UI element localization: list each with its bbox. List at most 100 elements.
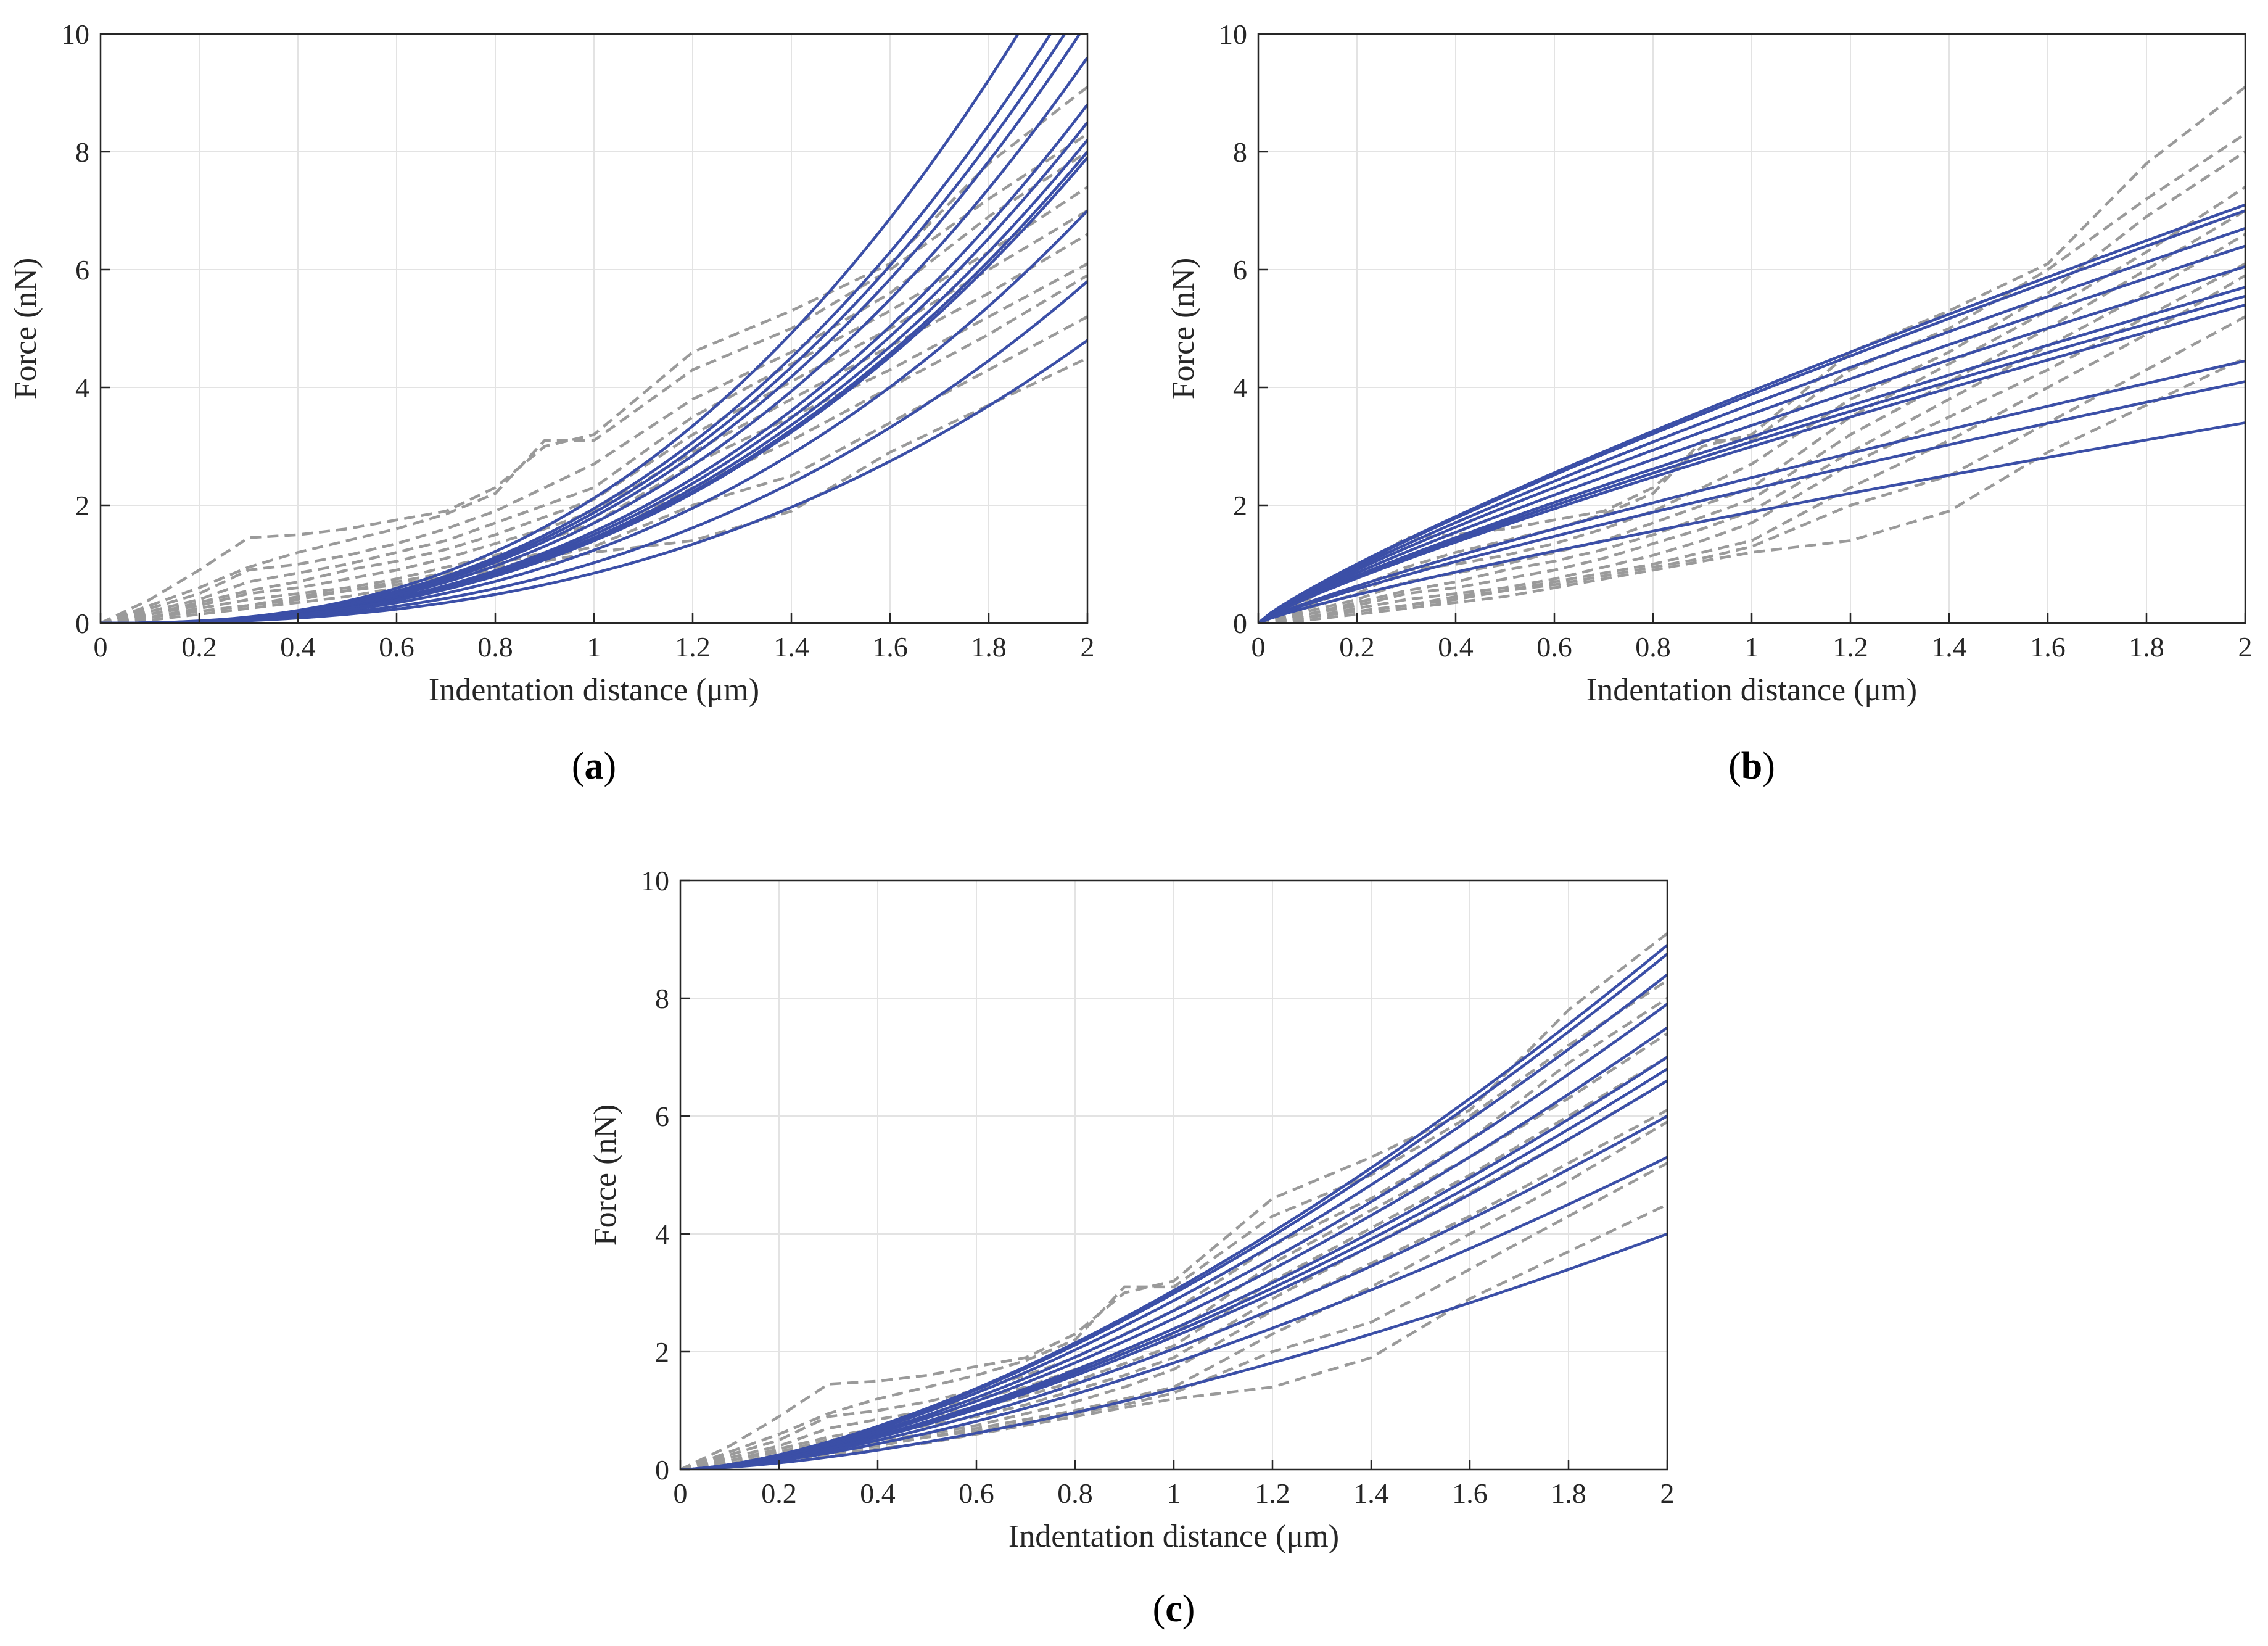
- experimental-series-line: [101, 315, 1087, 623]
- experimental-series-line: [1258, 209, 2245, 623]
- x-tick-label: 1.6: [2030, 631, 2066, 663]
- fit-series-line: [1258, 209, 2245, 623]
- y-axis-label: Force (nN): [1166, 258, 1201, 400]
- experimental-series-line: [101, 233, 1087, 623]
- x-tick-label: 0: [674, 1478, 688, 1509]
- x-tick-label: 0.4: [280, 631, 316, 663]
- experimental-series-line: [1258, 315, 2245, 623]
- x-tick-label: 0.4: [1438, 631, 1474, 663]
- grid: [680, 880, 1668, 1470]
- chart-panel-b: 0 0.2 0.4 0.6 0.8 1 1.2 1.4 1.6 1.8 2 0 2 4 6 8 10 Indent…: [1166, 19, 2253, 787]
- fit-series-group: [101, 34, 1087, 623]
- x-tick-label: 1.6: [872, 631, 908, 663]
- x-tick-label: 1: [1745, 631, 1759, 663]
- x-tick-label: 0.2: [761, 1478, 797, 1509]
- y-tick-label: 0: [75, 608, 89, 639]
- y-tick-label: 10: [61, 19, 89, 50]
- y-tick-label: 8: [1233, 136, 1247, 168]
- fit-series-line: [1258, 359, 2245, 623]
- x-tick-label: 2: [1081, 631, 1095, 663]
- panel-label: (c): [1153, 1588, 1195, 1630]
- experimental-series-line: [101, 209, 1087, 623]
- experimental-series-line: [680, 979, 1667, 1470]
- x-tick-label: 1: [1167, 1478, 1181, 1509]
- x-tick-label: 1.4: [1931, 631, 1967, 663]
- y-axis-label: Force (nN): [588, 1104, 623, 1246]
- experimental-series-line: [101, 86, 1087, 623]
- x-tick-label: 1.6: [1452, 1478, 1488, 1509]
- y-tick-label: 8: [655, 983, 669, 1014]
- y-tick-label: 6: [1233, 254, 1247, 286]
- x-tick-label: 1.2: [1833, 631, 1868, 663]
- y-tick-label: 4: [1233, 372, 1247, 403]
- fit-series-line: [1258, 421, 2245, 623]
- chart-panel-c: 0 0.2 0.4 0.6 0.8 1 1.2 1.4 1.6 1.8 2 0 2 4 6 8 10 Indent…: [588, 865, 1675, 1630]
- experimental-series-line: [101, 133, 1087, 623]
- x-axis-label: Indentation distance (μm): [429, 672, 759, 708]
- x-tick-label: 1.8: [2129, 631, 2164, 663]
- fit-series-group: [1258, 203, 2245, 623]
- x-tick-label: 0.8: [1635, 631, 1671, 663]
- y-tick-label: 2: [1233, 490, 1247, 521]
- y-tick-label: 4: [75, 372, 89, 403]
- fit-series-line: [1258, 244, 2245, 623]
- x-tick-label: 0.6: [959, 1478, 994, 1509]
- fit-series-line: [1258, 286, 2245, 623]
- fit-series-line: [680, 1079, 1667, 1470]
- x-tick-label: 2: [2238, 631, 2253, 663]
- x-tick-label: 0.2: [181, 631, 217, 663]
- fit-series-line: [1258, 294, 2245, 623]
- x-tick-label: 1.2: [675, 631, 711, 663]
- panel-label: (a): [572, 745, 616, 787]
- x-tick-label: 1.8: [971, 631, 1007, 663]
- experimental-series-line: [1258, 186, 2245, 623]
- x-tick-label: 0.2: [1339, 631, 1375, 663]
- x-tick-label: 0.4: [860, 1478, 896, 1509]
- experimental-series-line: [1258, 233, 2245, 623]
- fit-series-line: [1258, 265, 2245, 623]
- fit-series-group: [680, 944, 1667, 1470]
- y-tick-label: 4: [655, 1218, 669, 1250]
- x-tick-label: 0.6: [379, 631, 414, 663]
- grid: [1258, 33, 2246, 624]
- y-tick-label: 2: [655, 1336, 669, 1368]
- fit-series-line: [1258, 226, 2245, 623]
- y-tick-label: 0: [655, 1454, 669, 1486]
- y-tick-label: 10: [1219, 19, 1247, 50]
- fit-series-line: [680, 1156, 1667, 1470]
- x-tick-label: 1.8: [1551, 1478, 1586, 1509]
- fit-series-line: [680, 974, 1667, 1470]
- y-tick-label: 6: [655, 1101, 669, 1132]
- y-axis-label: Force (nN): [8, 258, 43, 400]
- y-tick-label: 0: [1233, 608, 1247, 639]
- x-tick-label: 1.4: [1353, 1478, 1389, 1509]
- fit-series-line: [680, 1003, 1667, 1470]
- x-tick-label: 1.4: [773, 631, 809, 663]
- y-tick-label: 6: [75, 254, 89, 286]
- x-tick-label: 1: [587, 631, 601, 663]
- experimental-series-line: [1258, 262, 2245, 623]
- x-axis-label: Indentation distance (μm): [1008, 1519, 1339, 1554]
- experimental-series-line: [1258, 357, 2245, 623]
- chart-panel-a: 0 0.2 0.4 0.6 0.8 1 1.2 1.4 1.6 1.8 2 0 2 4 6 8 10 Indent…: [8, 19, 1095, 787]
- x-tick-label: 0: [94, 631, 108, 663]
- panel-label: (b): [1728, 745, 1775, 787]
- experimental-series-line: [680, 1056, 1667, 1470]
- x-axis-label: Indentation distance (μm): [1586, 672, 1917, 708]
- fit-series-line: [1258, 304, 2245, 623]
- experimental-series-line: [680, 1079, 1667, 1470]
- x-tick-label: 0.8: [1057, 1478, 1093, 1509]
- x-tick-label: 2: [1660, 1478, 1675, 1509]
- fit-series-line: [680, 1115, 1667, 1470]
- experimental-series-line: [101, 151, 1087, 623]
- x-tick-label: 0.6: [1536, 631, 1572, 663]
- fit-series-line: [680, 1026, 1667, 1470]
- x-tick-label: 0: [1252, 631, 1266, 663]
- y-tick-label: 10: [641, 865, 669, 896]
- fit-series-line: [101, 339, 1087, 623]
- experimental-series-line: [101, 186, 1087, 623]
- fit-series-line: [680, 1232, 1667, 1470]
- y-tick-label: 2: [75, 490, 89, 521]
- y-tick-label: 8: [75, 136, 89, 168]
